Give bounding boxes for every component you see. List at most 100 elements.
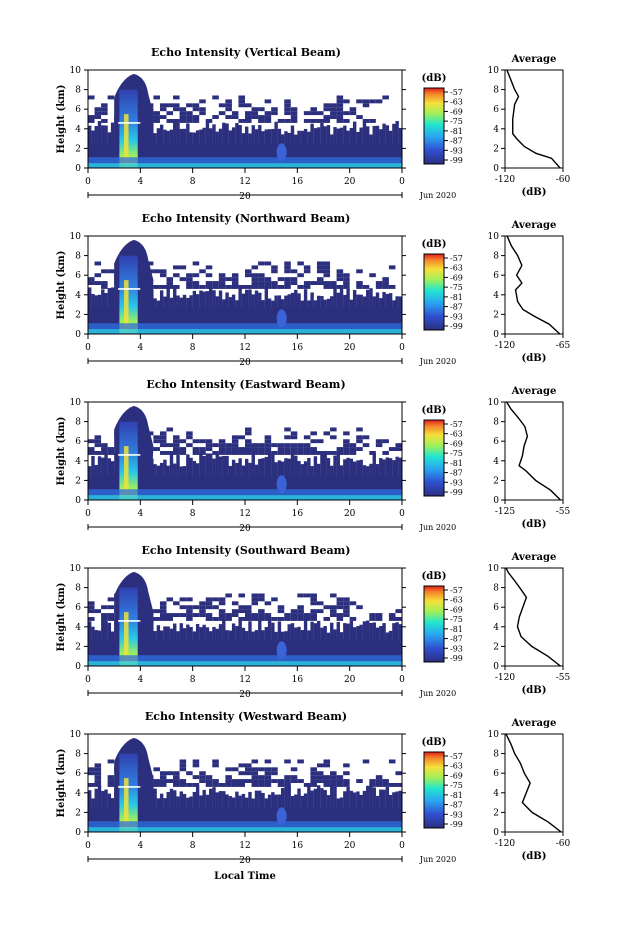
echo-cell [267, 298, 272, 313]
echo-cell [294, 627, 298, 645]
panel-title: Echo Intensity (Westward Beam) [145, 710, 347, 723]
y-tick-label: 2 [75, 476, 81, 486]
echo-cell [343, 791, 347, 811]
avg-unit: (dB) [522, 519, 547, 530]
echo-cell [258, 125, 262, 147]
echo-cell [395, 622, 399, 645]
x-tick-label: 4 [137, 177, 143, 187]
echo-cell [97, 630, 102, 645]
echo-cell [94, 107, 102, 112]
echo-cell [166, 771, 174, 776]
echo-cell [375, 125, 380, 147]
echo-cell [169, 788, 174, 811]
echo-cell [284, 613, 291, 617]
echo-cell [231, 294, 236, 313]
avg-y-tick-label: 0 [493, 828, 499, 838]
echo-cell [336, 783, 344, 787]
echo-cell [277, 285, 285, 289]
echo-cell [173, 783, 180, 787]
echo-cell [189, 796, 193, 811]
echo-cell [225, 613, 232, 617]
echo-cell [159, 779, 167, 783]
echo-cell [290, 443, 298, 448]
echo-cell [316, 261, 324, 266]
echo-cell [215, 296, 219, 313]
echo-cell [163, 296, 167, 313]
echo-cell [316, 771, 324, 776]
echo-cell [94, 295, 98, 313]
echo-cell [215, 792, 219, 811]
echo-cell [369, 134, 373, 147]
echo-cell [153, 631, 157, 645]
echo-cell [323, 107, 331, 112]
echo-cell [166, 626, 170, 645]
echo-cell [258, 779, 265, 783]
echo-cell [346, 786, 350, 811]
echo-cell [245, 617, 252, 621]
echo-cell [284, 131, 288, 147]
echo-cell [166, 285, 174, 289]
echo-cell [101, 125, 105, 147]
echo-cell [251, 597, 259, 602]
echo-cell [303, 443, 311, 448]
echo-cell [104, 621, 108, 645]
echo-cell [352, 792, 357, 811]
echo-cell [267, 794, 272, 811]
echo-cell [88, 621, 92, 645]
echo-cell [271, 622, 275, 645]
echo-cell [94, 788, 98, 811]
echo-cell [94, 775, 102, 780]
echo-surface-band [88, 821, 402, 828]
echo-cell [107, 288, 112, 313]
echo-cell [251, 767, 259, 772]
echo-cell [264, 783, 272, 787]
echo-cell [375, 775, 383, 780]
colorbar [423, 87, 445, 165]
echo-cell [258, 119, 265, 123]
avg-y-tick-label: 2 [493, 642, 499, 652]
echo-cell [235, 300, 239, 313]
echo-cell [297, 779, 304, 783]
echo-cell [199, 269, 206, 274]
x-tick-label: 12 [239, 343, 250, 353]
echo-cell [264, 779, 272, 783]
echo-cell [274, 462, 278, 479]
colorbar-tick-label: -93 [450, 644, 463, 653]
echo-cell [264, 119, 272, 123]
echo-cell [205, 285, 213, 289]
echo-cell [388, 265, 396, 270]
echo-cell [356, 439, 363, 444]
echo-cell [264, 281, 272, 285]
echo-cell [388, 293, 393, 313]
y-axis-title: Height (km) [56, 583, 67, 652]
echo-cell [166, 791, 170, 811]
echo-cell [202, 127, 206, 147]
echo-layer-upper [88, 759, 402, 787]
echo-cell [264, 451, 272, 455]
echo-cell [218, 624, 223, 645]
echo-cell [330, 427, 337, 432]
echo-cell [336, 285, 344, 289]
echo-cell [251, 617, 259, 621]
echo-cell [169, 297, 174, 313]
echo-cell [179, 779, 187, 783]
echo-cell [199, 285, 206, 289]
echo-surface-band [88, 157, 402, 164]
x-tick-label: 8 [190, 177, 196, 187]
echo-cell [182, 466, 187, 479]
echo-cell [388, 794, 393, 811]
echo-cell [258, 767, 265, 772]
echo-cell [369, 786, 373, 811]
y-axis-title: Height (km) [56, 85, 67, 154]
echo-cell [225, 630, 229, 645]
echo-cell [218, 103, 226, 108]
echo-cell [235, 462, 239, 479]
echo-cell [264, 798, 269, 811]
y-tick-label: 0 [75, 496, 81, 506]
echo-cell [195, 623, 200, 645]
echo-cell [336, 621, 340, 645]
echo-cell [209, 631, 213, 645]
echo-cell [110, 461, 115, 479]
echo-cell [316, 265, 324, 270]
echo-cell [173, 285, 180, 289]
